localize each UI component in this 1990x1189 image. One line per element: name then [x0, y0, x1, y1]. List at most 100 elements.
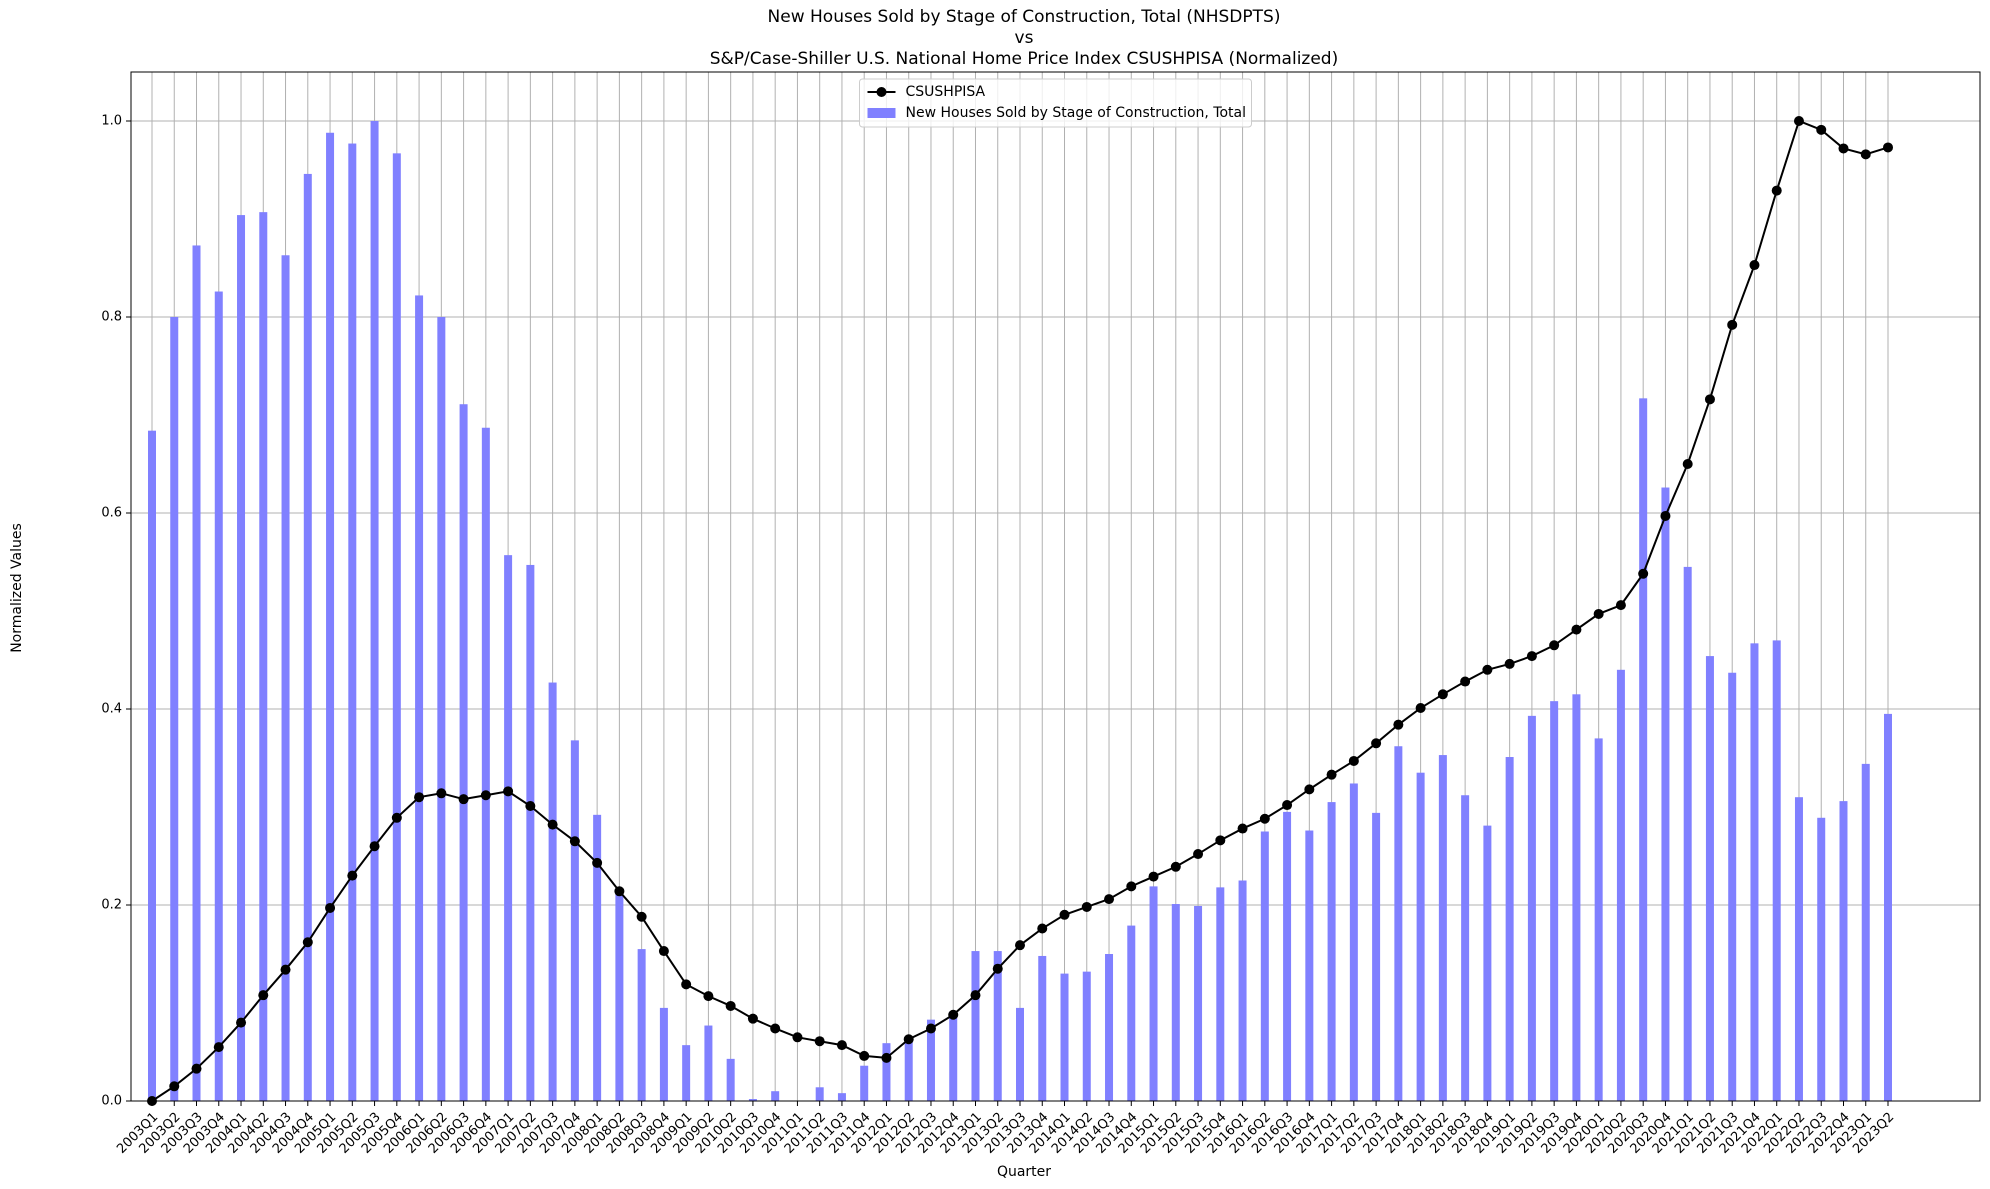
bar	[704, 1025, 713, 1101]
marker	[1883, 142, 1893, 153]
bar	[748, 1099, 757, 1101]
bar	[237, 215, 246, 1101]
marker	[1037, 923, 1048, 934]
marker	[191, 1063, 202, 1074]
marker	[1415, 703, 1426, 714]
marker	[1371, 738, 1382, 749]
marker	[258, 990, 269, 1001]
marker	[236, 1017, 247, 1028]
y-tick-label: 0.4	[101, 702, 122, 717]
y-tick-label: 0.2	[101, 898, 122, 913]
marker	[903, 1034, 914, 1045]
bar	[1527, 715, 1536, 1101]
bar	[526, 564, 535, 1101]
marker	[725, 1000, 736, 1011]
marker	[1682, 459, 1693, 469]
y-tick-label: 0.0	[101, 1094, 122, 1109]
bar	[214, 291, 223, 1101]
bar	[1060, 973, 1069, 1101]
bar	[1438, 755, 1447, 1101]
bar	[1861, 763, 1870, 1101]
bar	[1283, 811, 1292, 1101]
bar	[1038, 955, 1047, 1101]
bar	[971, 951, 980, 1101]
bar	[1327, 802, 1336, 1101]
bar	[370, 121, 379, 1101]
bar	[1260, 831, 1269, 1101]
marker	[1571, 624, 1582, 635]
marker	[1259, 813, 1270, 824]
bar	[1839, 801, 1848, 1101]
marker	[1660, 510, 1671, 521]
bar	[1082, 971, 1091, 1101]
bar	[637, 949, 646, 1101]
bar	[1661, 487, 1670, 1101]
bar	[1105, 954, 1114, 1101]
marker	[503, 786, 514, 797]
marker	[1304, 784, 1315, 795]
marker	[1749, 260, 1760, 271]
bar	[815, 1087, 824, 1101]
marker	[547, 819, 558, 830]
marker	[1326, 769, 1337, 780]
bar	[837, 1093, 846, 1101]
marker	[391, 812, 402, 823]
marker	[614, 886, 625, 897]
marker	[970, 990, 981, 1001]
marker	[814, 1036, 825, 1047]
bar	[392, 153, 401, 1102]
bar	[548, 682, 557, 1101]
marker	[1860, 149, 1871, 160]
bar	[1194, 905, 1203, 1101]
marker	[347, 870, 358, 881]
marker	[836, 1040, 847, 1051]
bar	[1416, 772, 1425, 1101]
legend-box	[859, 78, 1252, 128]
marker	[1348, 755, 1359, 766]
bar	[1238, 880, 1247, 1101]
marker	[1704, 394, 1715, 405]
legend-label: CSUSHPISA	[906, 84, 986, 100]
bar	[570, 740, 579, 1101]
y-tick-label: 0.8	[101, 310, 122, 325]
marker	[1237, 823, 1248, 834]
bar	[771, 1091, 780, 1101]
bar	[726, 1058, 735, 1101]
chart-title: vs	[1015, 28, 1034, 48]
bar	[1305, 830, 1314, 1101]
bar	[682, 1045, 691, 1101]
marker	[458, 794, 469, 805]
marker	[280, 964, 291, 975]
legend-label: New Houses Sold by Stage of Construction…	[906, 105, 1247, 121]
marker	[948, 1009, 959, 1020]
marker	[1081, 901, 1092, 912]
bar	[192, 245, 201, 1101]
bar	[1794, 797, 1803, 1101]
bar	[926, 1019, 935, 1101]
marker	[792, 1032, 803, 1043]
marker	[1193, 849, 1204, 860]
bar	[1683, 566, 1692, 1101]
chart-title: S&P/Case-Shiller U.S. National Home Pric…	[710, 49, 1338, 69]
marker	[681, 979, 692, 990]
bar	[415, 295, 424, 1101]
bar	[1505, 757, 1514, 1101]
bar	[949, 1011, 958, 1101]
bar	[1016, 1007, 1024, 1101]
marker	[1549, 640, 1560, 651]
marker	[169, 1081, 180, 1092]
bar	[259, 212, 268, 1101]
marker	[1059, 909, 1070, 920]
y-tick-label: 0.6	[101, 506, 122, 521]
marker	[770, 1023, 781, 1034]
marker	[1104, 894, 1115, 905]
marker	[436, 788, 447, 799]
marker	[1170, 861, 1181, 872]
marker	[1504, 658, 1515, 669]
bar	[1639, 398, 1648, 1102]
bar	[993, 951, 1002, 1101]
bar	[459, 404, 468, 1102]
bar	[1372, 812, 1381, 1101]
bar	[348, 143, 357, 1102]
marker	[525, 801, 536, 812]
